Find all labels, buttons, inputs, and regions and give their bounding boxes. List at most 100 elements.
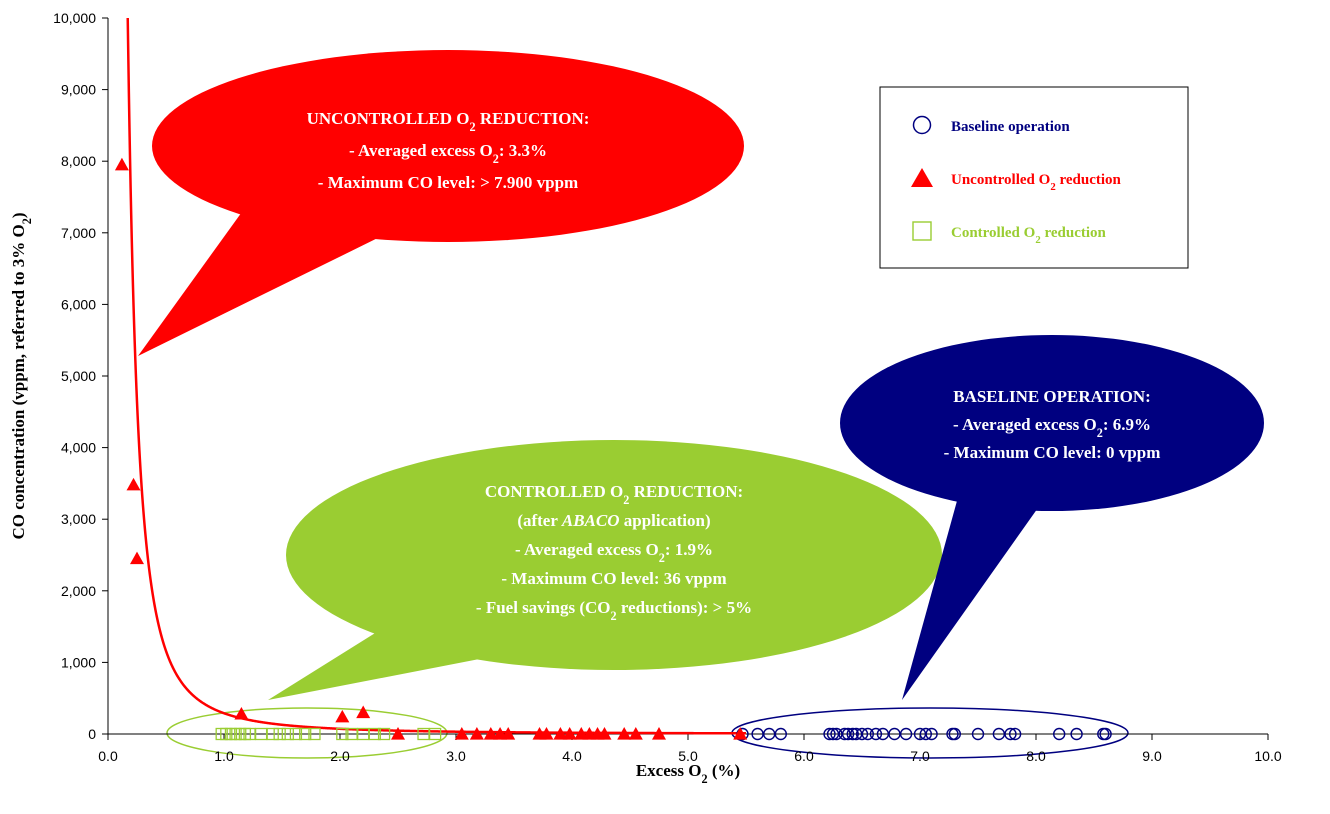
y-axis-title: CO concentration (vppm, referred to 3% O… <box>9 212 34 539</box>
x-tick-label: 8.0 <box>1026 748 1046 764</box>
y-axis-ticks: 0 1,000 2,000 3,000 4,000 5,000 6,000 7,000 8,00… <box>53 10 108 742</box>
x-axis-title: Excess O2 (%) <box>636 761 740 786</box>
uncontrolled-point <box>454 727 469 740</box>
baseline-legend-label: Baseline operation <box>951 119 1070 135</box>
uncontrolled-callout-bubble <box>152 50 744 242</box>
uncontrolled-point <box>562 727 577 740</box>
baseline-point <box>869 727 883 741</box>
controlled-legend-label: Controlled O2 reduction <box>951 225 1107 246</box>
x-tick-label: 5.0 <box>678 748 698 764</box>
uncontrolled-callout-line: - Averaged excess O2: 3.3% <box>349 141 547 166</box>
baseline-point <box>841 727 855 741</box>
controlled-point <box>428 727 442 741</box>
baseline-point <box>1008 727 1022 741</box>
baseline-callout-line: BASELINE OPERATION: <box>953 387 1151 406</box>
uncontrolled-point <box>553 727 568 740</box>
baseline-callout-shape <box>902 490 1040 700</box>
baseline-point <box>846 727 859 741</box>
baseline-callout-bubble <box>840 335 1264 511</box>
uncontrolled-point <box>469 727 484 740</box>
uncontrolled-trend-curve <box>126 17 746 735</box>
controlled-point <box>377 727 391 741</box>
legend: Baseline operation Uncontrolled O2 reduct… <box>879 86 1189 269</box>
baseline-point <box>823 727 836 741</box>
uncontrolled-point <box>130 551 144 565</box>
controlled-point <box>336 727 349 741</box>
y-tick-label: 10,000 <box>53 10 96 26</box>
uncontrolled-point <box>539 727 554 740</box>
controlled-callout-line: (after ABACO application) <box>517 511 710 530</box>
controlled-callout-line: CONTROLLED O2 REDUCTION: <box>485 482 743 507</box>
baseline-point <box>925 727 938 741</box>
uncontrolled-point <box>356 705 371 719</box>
uncontrolled-callout: UNCONTROLLED O2 REDUCTION: - Averaged exc… <box>138 50 744 356</box>
uncontrolled-point <box>628 727 643 740</box>
controlled-callout-text: CONTROLLED O2 REDUCTION: (after ABACO app… <box>476 482 752 623</box>
x-tick-label: 6.0 <box>794 748 814 764</box>
controlled-point <box>368 727 381 741</box>
uncontrolled-point <box>126 477 141 491</box>
controlled-ellipse <box>166 707 448 759</box>
x-tick-label: 3.0 <box>446 748 466 764</box>
baseline-point <box>861 727 874 741</box>
uncontrolled-callout-line: - Maximum CO level: > 7.900 vppm <box>318 173 578 192</box>
uncontrolled-point <box>617 727 632 740</box>
uncontrolled-point <box>335 709 350 723</box>
y-tick-label: 0 <box>88 726 96 742</box>
controlled-point <box>308 727 321 741</box>
x-tick-label: 9.0 <box>1142 748 1162 764</box>
uncontrolled-callout-text: UNCONTROLLED O2 REDUCTION: - Averaged exc… <box>307 109 590 192</box>
x-axis-ticks: 0.0 1.0 2.0 3.0 4.0 5.0 6.0 7.0 8.0 9.0 10.0 <box>98 734 1282 764</box>
x-tick-label: 4.0 <box>562 748 582 764</box>
uncontrolled-point <box>597 727 612 740</box>
uncontrolled-point <box>234 706 249 720</box>
x-tick-label: 7.0 <box>910 748 930 764</box>
baseline-callout: BASELINE OPERATION: - Averaged excess O2:… <box>840 335 1264 700</box>
x-tick-label: 10.0 <box>1254 748 1281 764</box>
baseline-point <box>919 727 932 741</box>
uncontrolled-callout-line: UNCONTROLLED O2 REDUCTION: <box>307 109 590 134</box>
y-tick-label: 3,000 <box>61 511 96 527</box>
baseline-point <box>899 727 913 741</box>
baseline-point <box>948 727 961 741</box>
uncontrolled-legend-marker <box>911 168 933 187</box>
controlled-point <box>266 727 279 741</box>
baseline-legend-marker <box>912 115 932 135</box>
uncontrolled-point <box>114 157 129 171</box>
y-tick-label: 4,000 <box>61 440 96 456</box>
baseline-callout-line: - Maximum CO level: 0 vppm <box>944 443 1161 462</box>
baseline-point <box>774 727 787 741</box>
baseline-point <box>1052 727 1066 741</box>
y-tick-label: 2,000 <box>61 583 96 599</box>
uncontrolled-point <box>483 727 498 740</box>
y-tick-label: 7,000 <box>61 225 96 241</box>
baseline-point <box>855 727 869 741</box>
baseline-ellipse <box>731 707 1129 759</box>
controlled-callout-line: - Maximum CO level: 36 vppm <box>501 569 726 588</box>
baseline-callout-line: - Averaged excess O2: 6.9% <box>953 415 1151 440</box>
x-tick-label: 0.0 <box>98 748 118 764</box>
data-markers <box>114 157 1112 741</box>
baseline-point <box>971 727 985 741</box>
y-tick-label: 6,000 <box>61 296 96 312</box>
y-tick-label: 5,000 <box>61 368 96 384</box>
controlled-callout: CONTROLLED O2 REDUCTION: (after ABACO app… <box>268 440 942 700</box>
controlled-legend-marker <box>912 221 932 241</box>
y-tick-label: 8,000 <box>61 153 96 169</box>
uncontrolled-point <box>652 727 666 740</box>
controlled-point <box>273 727 286 741</box>
uncontrolled-legend-label: Uncontrolled O2 reduction <box>951 172 1122 193</box>
uncontrolled-callout-shape <box>138 198 390 356</box>
y-tick-label: 9,000 <box>61 82 96 98</box>
baseline-point <box>1004 727 1017 741</box>
controlled-callout-bubble <box>286 440 942 670</box>
uncontrolled-point <box>391 727 405 740</box>
controlled-callout-line: - Fuel savings (CO2 reductions): > 5% <box>476 598 752 623</box>
controlled-point <box>289 727 303 741</box>
y-tick-label: 1,000 <box>61 654 96 670</box>
x-tick-label: 1.0 <box>214 748 234 764</box>
controlled-callout-line: - Averaged excess O2: 1.9% <box>515 540 713 565</box>
baseline-point <box>1099 727 1112 741</box>
baseline-callout-text: BASELINE OPERATION: - Averaged excess O2:… <box>944 387 1161 462</box>
